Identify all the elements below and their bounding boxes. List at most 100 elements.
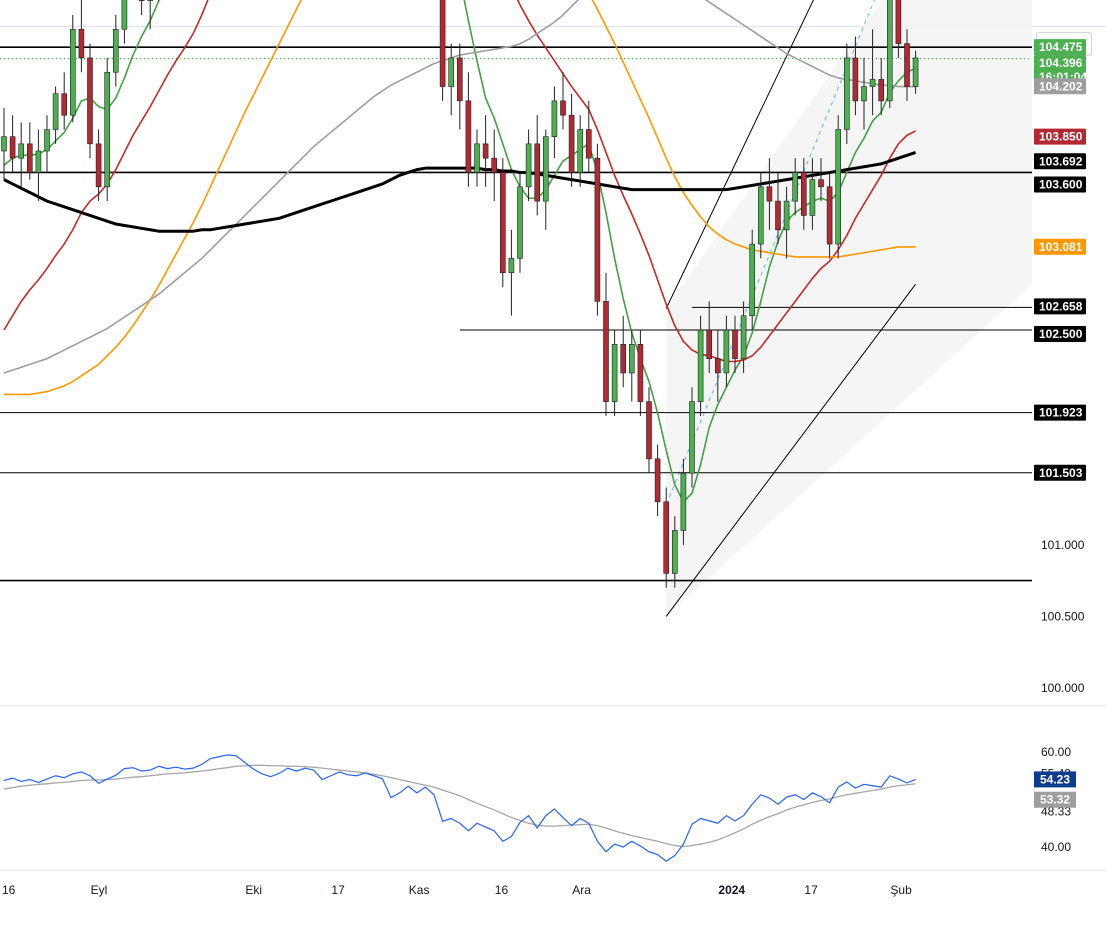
candle[interactable] bbox=[740, 301, 747, 373]
rsi-line bbox=[3, 754, 916, 862]
candle[interactable] bbox=[560, 72, 566, 130]
candle[interactable] bbox=[448, 43, 455, 116]
candle[interactable] bbox=[878, 57, 885, 116]
candle[interactable] bbox=[912, 50, 919, 94]
candle[interactable] bbox=[594, 143, 601, 316]
candle[interactable] bbox=[680, 458, 687, 545]
candle[interactable] bbox=[138, 0, 145, 15]
candle[interactable] bbox=[654, 444, 661, 517]
candle[interactable] bbox=[113, 14, 119, 87]
candle[interactable] bbox=[491, 129, 498, 202]
candle-body bbox=[9, 136, 16, 159]
candle[interactable] bbox=[499, 158, 506, 288]
candle[interactable] bbox=[732, 315, 738, 373]
candle[interactable] bbox=[904, 29, 910, 101]
candle[interactable] bbox=[671, 516, 678, 588]
candle[interactable] bbox=[568, 93, 575, 187]
candle-body bbox=[585, 129, 592, 159]
candle[interactable] bbox=[757, 172, 764, 259]
candle[interactable] bbox=[620, 315, 627, 388]
candle[interactable] bbox=[818, 158, 824, 202]
candle[interactable] bbox=[534, 115, 541, 216]
candle[interactable] bbox=[826, 172, 833, 259]
candle[interactable] bbox=[542, 129, 549, 230]
rsi-badge-bg bbox=[1034, 771, 1076, 788]
candle[interactable] bbox=[508, 229, 515, 316]
candle[interactable] bbox=[869, 29, 876, 116]
candle-body bbox=[714, 358, 721, 374]
moving-average-orange-line bbox=[4, 0, 916, 396]
candle[interactable] bbox=[895, 0, 902, 58]
candle[interactable] bbox=[723, 315, 730, 388]
moving-average-black-line bbox=[3, 151, 917, 233]
candle[interactable] bbox=[697, 315, 704, 416]
candle[interactable] bbox=[35, 129, 42, 202]
candle[interactable] bbox=[783, 186, 790, 259]
price-badge-bg bbox=[1034, 298, 1086, 315]
candle[interactable] bbox=[156, 0, 161, 1]
candle[interactable] bbox=[603, 272, 609, 416]
candle-body bbox=[26, 143, 33, 173]
candle-body bbox=[542, 136, 549, 202]
candle[interactable] bbox=[456, 43, 463, 130]
candle-body bbox=[95, 143, 102, 188]
candle[interactable] bbox=[147, 0, 153, 30]
candle[interactable] bbox=[26, 122, 33, 180]
candle[interactable] bbox=[646, 387, 652, 474]
candle[interactable] bbox=[465, 72, 472, 187]
candle[interactable] bbox=[44, 115, 50, 173]
candle[interactable] bbox=[577, 115, 584, 187]
candle-body bbox=[886, 0, 893, 102]
candle[interactable] bbox=[121, 0, 128, 44]
candle-body bbox=[87, 57, 93, 145]
candle[interactable] bbox=[800, 158, 807, 230]
candle[interactable] bbox=[525, 129, 532, 202]
candle[interactable] bbox=[611, 330, 618, 416]
candle[interactable] bbox=[861, 57, 867, 130]
candle[interactable] bbox=[809, 158, 816, 230]
candle-body bbox=[121, 0, 128, 30]
candle[interactable] bbox=[52, 86, 59, 144]
candles[interactable] bbox=[1, 0, 919, 588]
candle[interactable] bbox=[95, 129, 102, 202]
candle-body bbox=[611, 344, 618, 402]
candle[interactable] bbox=[585, 100, 592, 173]
candle[interactable] bbox=[835, 115, 842, 259]
candle-body bbox=[792, 172, 799, 202]
candle[interactable] bbox=[689, 387, 695, 488]
candle-body bbox=[835, 129, 842, 245]
x-tick-label: 17 bbox=[331, 883, 345, 897]
candle[interactable] bbox=[843, 43, 850, 144]
candle[interactable] bbox=[482, 115, 489, 187]
candle[interactable] bbox=[18, 122, 25, 187]
candle[interactable] bbox=[628, 330, 635, 402]
candle[interactable] bbox=[775, 172, 781, 245]
candle[interactable] bbox=[886, 0, 893, 109]
candle[interactable] bbox=[70, 14, 76, 123]
candle-body bbox=[517, 186, 523, 259]
candle[interactable] bbox=[852, 36, 859, 116]
price-badge-label: 101.503 bbox=[1039, 466, 1083, 480]
candle[interactable] bbox=[792, 158, 799, 216]
y-tick-label: 100.000 bbox=[1041, 681, 1085, 695]
candle[interactable] bbox=[714, 330, 721, 402]
candle[interactable] bbox=[474, 129, 480, 187]
candle[interactable] bbox=[87, 43, 93, 159]
candle[interactable] bbox=[663, 487, 670, 588]
candle[interactable] bbox=[637, 330, 644, 416]
candle[interactable] bbox=[706, 301, 713, 373]
candle[interactable] bbox=[517, 172, 523, 273]
candle[interactable] bbox=[766, 158, 773, 230]
candle[interactable] bbox=[1, 108, 7, 180]
x-tick-label: 16 bbox=[2, 883, 16, 897]
candle[interactable] bbox=[104, 57, 110, 202]
candle[interactable] bbox=[551, 86, 558, 159]
candle[interactable] bbox=[439, 0, 446, 101]
candle-body bbox=[628, 344, 635, 374]
candle-body bbox=[861, 86, 867, 102]
candle[interactable] bbox=[61, 72, 68, 130]
candle[interactable] bbox=[78, 0, 85, 73]
candle[interactable] bbox=[9, 115, 16, 173]
candle[interactable] bbox=[749, 229, 756, 330]
